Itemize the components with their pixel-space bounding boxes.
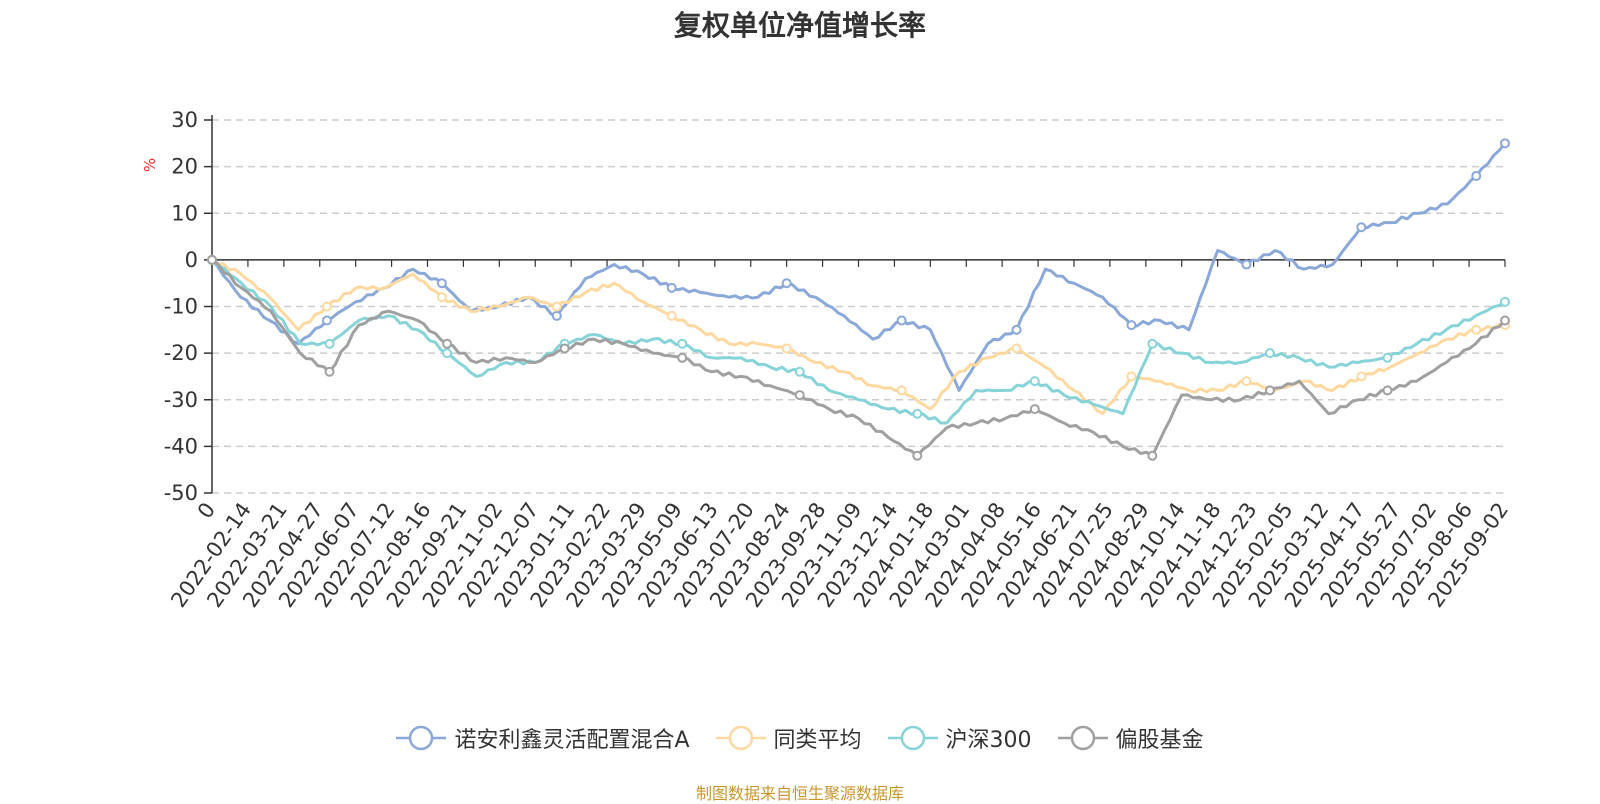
series-line xyxy=(210,258,1506,425)
series-marker xyxy=(1264,385,1275,396)
series-marker xyxy=(1126,320,1137,331)
series-2 xyxy=(207,254,1510,425)
legend-swatch-icon xyxy=(715,725,766,751)
legend: 诺安利鑫灵活配置混合A 同类平均 沪深300 偏股基金 xyxy=(0,722,1600,754)
series-marker xyxy=(1011,343,1022,354)
legend-item[interactable]: 偏股基金 xyxy=(1057,722,1204,754)
y-tick-label: 10 xyxy=(171,201,198,225)
legend-item[interactable]: 诺安利鑫灵活配置混合A xyxy=(396,722,690,754)
series-marker xyxy=(1382,385,1393,396)
series-marker xyxy=(781,278,792,289)
series-marker xyxy=(666,282,677,293)
y-tick-labels: 30 20 10 0 -10 -20 -30 -40 -50 xyxy=(164,108,198,505)
series-marker xyxy=(896,315,907,326)
series-marker xyxy=(1356,371,1367,382)
legend-label: 偏股基金 xyxy=(1115,728,1204,753)
y-tick-label: -10 xyxy=(164,295,198,319)
source-note: 制图数据来自恒生聚源数据库 xyxy=(695,784,904,803)
legend-item[interactable]: 沪深300 xyxy=(887,722,1032,754)
series-marker xyxy=(1471,170,1482,181)
series-marker xyxy=(1029,404,1040,415)
series-marker xyxy=(321,301,332,312)
series-line xyxy=(211,258,1506,416)
y-axis-label: % xyxy=(141,158,159,172)
series-marker xyxy=(551,310,562,321)
y-tick-label: -50 xyxy=(164,481,198,505)
series-line xyxy=(210,142,1507,392)
series-marker xyxy=(207,254,217,265)
chart-title: 复权单位净值增长率 xyxy=(673,9,926,42)
series-marker xyxy=(1471,324,1482,335)
series-marker xyxy=(677,352,688,363)
series-marker xyxy=(1500,315,1510,326)
series-marker xyxy=(436,292,447,303)
series-marker xyxy=(896,385,907,396)
series-marker xyxy=(559,343,570,354)
series-lines xyxy=(207,138,1510,461)
series-marker xyxy=(677,338,688,349)
series-marker xyxy=(1029,376,1040,387)
series-line xyxy=(211,258,1507,458)
series-marker xyxy=(1241,376,1252,387)
series-marker xyxy=(794,366,805,377)
series-marker xyxy=(1011,324,1022,335)
series-marker xyxy=(912,450,923,461)
series-marker xyxy=(912,408,923,419)
series-marker xyxy=(321,315,332,326)
series-marker xyxy=(1356,222,1367,233)
series-marker xyxy=(324,366,335,377)
y-tick-label: 0 xyxy=(185,248,198,272)
series-marker xyxy=(1264,348,1275,359)
series-marker xyxy=(1126,371,1137,382)
series-marker xyxy=(324,338,335,349)
grid-lines xyxy=(212,119,1505,494)
legend-item[interactable]: 同类平均 xyxy=(715,722,862,754)
series-marker xyxy=(436,278,447,289)
series-3 xyxy=(207,254,1510,461)
series-marker xyxy=(1147,450,1158,461)
legend-label: 同类平均 xyxy=(773,728,862,753)
legend-swatch-icon xyxy=(396,725,447,751)
series-marker xyxy=(794,390,805,401)
y-tick-label: -30 xyxy=(164,388,198,412)
legend-swatch-icon xyxy=(887,725,938,751)
axes xyxy=(204,115,1506,494)
series-marker xyxy=(1241,259,1252,270)
series-marker xyxy=(666,310,677,321)
series-marker xyxy=(1500,296,1510,307)
y-tick-label: -20 xyxy=(164,341,198,365)
series-marker xyxy=(442,338,453,349)
series-marker xyxy=(1382,352,1393,363)
series-1 xyxy=(207,254,1510,416)
y-tick-label: 20 xyxy=(171,155,198,179)
y-tick-label: 30 xyxy=(171,108,198,132)
series-marker xyxy=(442,348,453,359)
legend-swatch-icon xyxy=(1057,725,1108,751)
series-marker xyxy=(1500,138,1510,149)
series-marker xyxy=(551,301,562,312)
y-tick-label: -40 xyxy=(164,434,198,458)
legend-label: 沪深300 xyxy=(945,728,1032,753)
series-marker xyxy=(781,343,792,354)
x-tick-labels: 02022-02-142022-03-212022-04-272022-06-0… xyxy=(166,498,1513,612)
series-marker xyxy=(1147,338,1158,349)
series-0 xyxy=(207,138,1510,392)
legend-label: 诺安利鑫灵活配置混合A xyxy=(454,728,690,753)
